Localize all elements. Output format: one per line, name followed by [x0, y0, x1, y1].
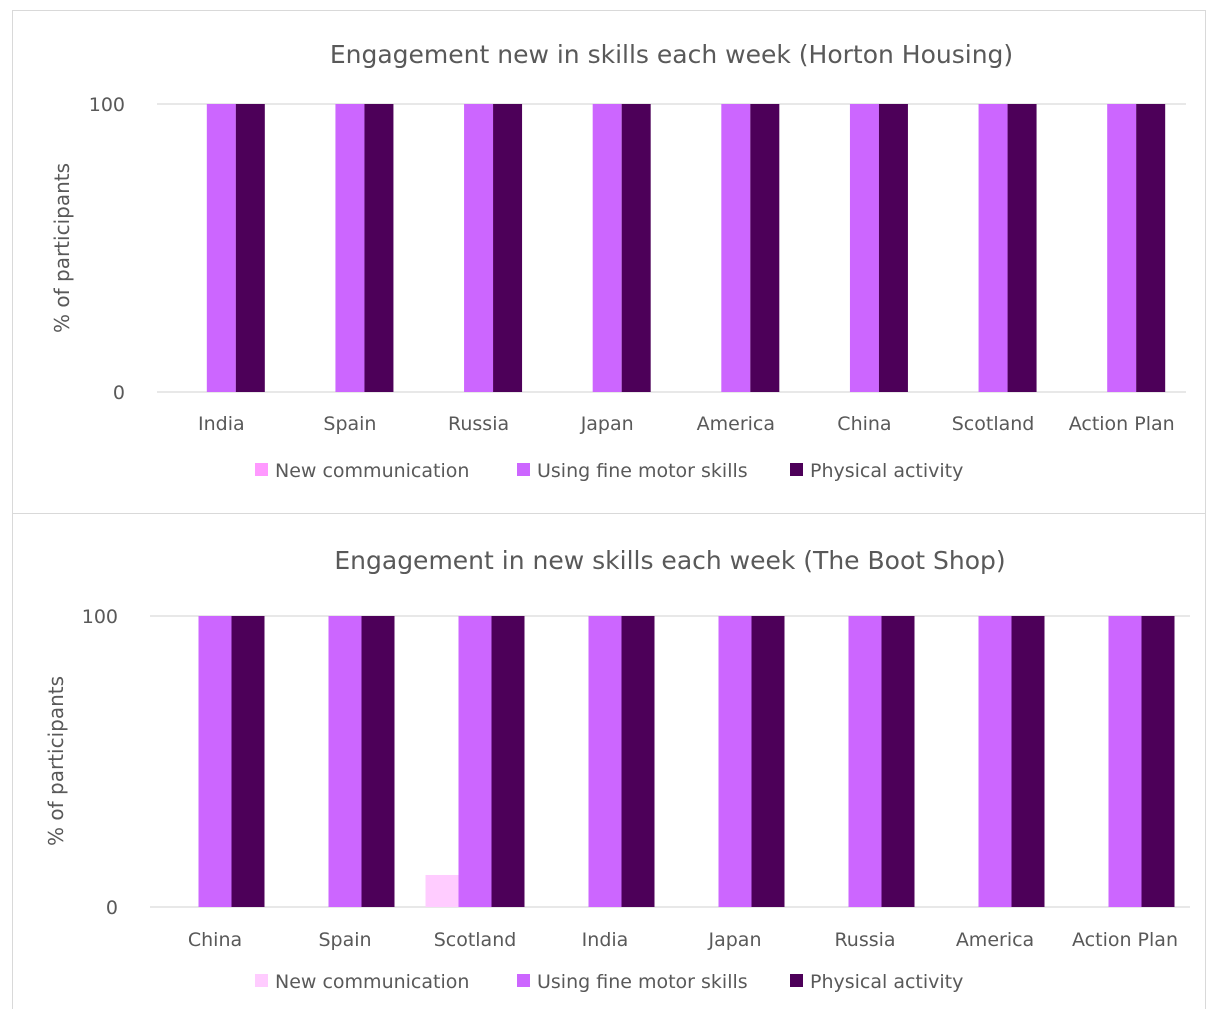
bar-physical-activity — [361, 616, 395, 907]
y-tick-label: 0 — [106, 897, 118, 919]
bar-physical-activity — [878, 104, 908, 392]
bar-physical-activity — [1136, 104, 1166, 392]
y-tick-label: 100 — [82, 606, 118, 628]
bar-new-communication — [425, 874, 459, 907]
x-tick-label: Spain — [318, 929, 371, 951]
y-axis-label: % of participants — [44, 676, 68, 846]
bar-physical-activity — [751, 616, 785, 907]
y-tick-label: 0 — [113, 382, 125, 404]
chart-boot-shop-svg: Engagement in new skills each week (The … — [44, 546, 1190, 993]
legend-label: Using fine motor skills — [537, 460, 748, 482]
x-tick-label: China — [188, 929, 242, 951]
bar-using-fine-motor-skills — [849, 104, 879, 392]
bar-using-fine-motor-skills — [848, 616, 882, 907]
bar-using-fine-motor-skills — [1108, 616, 1142, 907]
legend-swatch — [255, 974, 268, 987]
x-tick-label: Action Plan — [1072, 929, 1178, 951]
legend-swatch — [517, 974, 530, 987]
chart-title: Engagement in new skills each week (The … — [334, 546, 1005, 575]
bar-using-fine-motor-skills — [1107, 104, 1137, 392]
legend-swatch — [790, 463, 803, 476]
legend-label: Physical activity — [810, 971, 963, 993]
legend-label: Physical activity — [810, 460, 963, 482]
bar-using-fine-motor-skills — [464, 104, 494, 392]
legend-swatch — [517, 463, 530, 476]
bar-physical-activity — [491, 616, 525, 907]
bar-physical-activity — [493, 104, 523, 392]
bar-using-fine-motor-skills — [335, 104, 365, 392]
x-tick-label: Spain — [323, 413, 376, 435]
x-tick-label: India — [198, 413, 245, 435]
chart-horton-housing: Engagement new in skills each week (Hort… — [12, 10, 1206, 514]
bar-using-fine-motor-skills — [978, 104, 1008, 392]
bar-using-fine-motor-skills — [588, 616, 622, 907]
bar-using-fine-motor-skills — [198, 616, 232, 907]
x-tick-label: Japan — [580, 413, 634, 435]
bar-using-fine-motor-skills — [328, 616, 362, 907]
legend-swatch — [790, 974, 803, 987]
legend-label: New communication — [275, 460, 469, 482]
bar-using-fine-motor-skills — [592, 104, 622, 392]
x-tick-label: Action Plan — [1069, 413, 1175, 435]
chart-title: Engagement new in skills each week (Hort… — [330, 40, 1013, 69]
bar-physical-activity — [621, 104, 651, 392]
bar-physical-activity — [231, 616, 265, 907]
x-tick-label: China — [837, 413, 891, 435]
bar-using-fine-motor-skills — [978, 616, 1012, 907]
bar-physical-activity — [621, 616, 655, 907]
bar-physical-activity — [881, 616, 915, 907]
y-tick-label: 100 — [89, 94, 125, 116]
bar-using-fine-motor-skills — [721, 104, 751, 392]
bar-physical-activity — [1007, 104, 1037, 392]
bar-physical-activity — [1141, 616, 1175, 907]
x-tick-label: Russia — [448, 413, 509, 435]
bar-physical-activity — [235, 104, 265, 392]
bar-physical-activity — [364, 104, 394, 392]
bar-physical-activity — [750, 104, 780, 392]
chart-boot-shop: Engagement in new skills each week (The … — [12, 513, 1206, 1009]
legend-swatch — [255, 463, 268, 476]
bar-using-fine-motor-skills — [458, 616, 492, 907]
x-tick-label: India — [582, 929, 629, 951]
x-tick-label: Scotland — [952, 413, 1035, 435]
bar-physical-activity — [1011, 616, 1045, 907]
y-axis-label: % of participants — [50, 163, 74, 333]
x-tick-label: America — [697, 413, 775, 435]
x-tick-label: Russia — [834, 929, 895, 951]
chart-horton-housing-svg: Engagement new in skills each week (Hort… — [50, 40, 1186, 482]
bar-using-fine-motor-skills — [206, 104, 236, 392]
x-tick-label: Japan — [708, 929, 762, 951]
x-tick-label: Scotland — [434, 929, 517, 951]
legend-label: New communication — [275, 971, 469, 993]
x-tick-label: America — [956, 929, 1034, 951]
bar-using-fine-motor-skills — [718, 616, 752, 907]
legend-label: Using fine motor skills — [537, 971, 748, 993]
